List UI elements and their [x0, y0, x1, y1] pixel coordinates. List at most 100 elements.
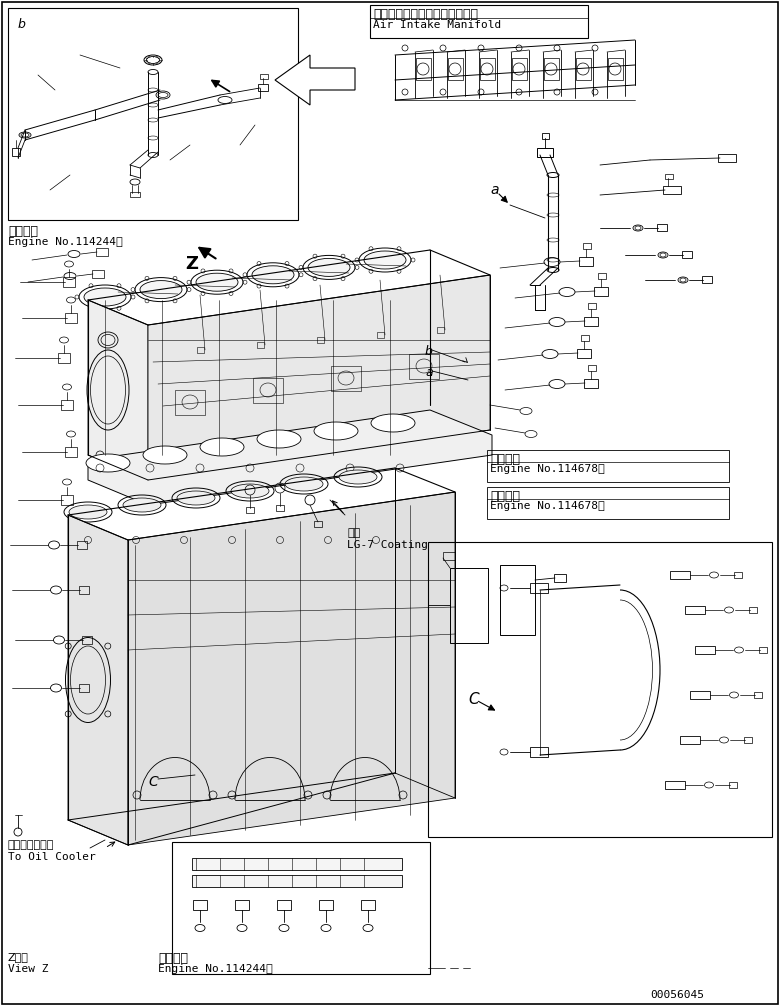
Bar: [487, 450, 729, 482]
Ellipse shape: [371, 414, 415, 432]
Ellipse shape: [177, 491, 215, 505]
Bar: [544, 58, 559, 80]
Bar: [487, 487, 729, 519]
Bar: [377, 332, 384, 338]
Bar: [695, 646, 715, 654]
Ellipse shape: [84, 288, 126, 306]
Bar: [175, 390, 205, 415]
Bar: [319, 900, 333, 910]
Bar: [702, 276, 712, 283]
Bar: [77, 541, 87, 549]
Bar: [192, 875, 402, 887]
Bar: [258, 83, 268, 91]
Bar: [500, 565, 535, 635]
Text: Engine No.114678～: Engine No.114678～: [490, 501, 604, 511]
Bar: [450, 568, 488, 643]
Bar: [512, 58, 527, 80]
Text: Engine No.114244～: Engine No.114244～: [8, 237, 122, 247]
Text: 適用号機: 適用号機: [490, 490, 520, 503]
Bar: [576, 58, 591, 80]
Bar: [314, 521, 322, 527]
Bar: [583, 243, 591, 249]
Bar: [79, 684, 89, 692]
Ellipse shape: [140, 281, 182, 299]
Bar: [65, 313, 77, 323]
Ellipse shape: [86, 454, 130, 472]
Text: C: C: [148, 775, 158, 789]
Bar: [480, 58, 495, 80]
Bar: [260, 74, 268, 79]
Bar: [690, 691, 710, 699]
Text: 適用号機: 適用号機: [490, 453, 520, 466]
Bar: [670, 571, 690, 579]
Bar: [665, 781, 685, 789]
Bar: [437, 327, 444, 333]
Text: Engine No.114678～: Engine No.114678～: [490, 464, 604, 474]
Bar: [584, 379, 598, 388]
Bar: [554, 574, 566, 582]
Bar: [729, 782, 737, 788]
Text: 00056045: 00056045: [650, 990, 704, 1000]
Bar: [317, 337, 324, 343]
Bar: [579, 257, 593, 266]
Bar: [277, 900, 291, 910]
Bar: [588, 303, 596, 309]
Bar: [331, 366, 361, 391]
Bar: [12, 148, 20, 156]
Text: エアーインテークマニホールド: エアーインテークマニホールド: [373, 8, 478, 21]
Ellipse shape: [123, 498, 161, 512]
Bar: [581, 335, 589, 341]
Bar: [594, 287, 608, 296]
Text: 適用号機: 適用号機: [158, 952, 188, 965]
Text: C: C: [468, 692, 479, 707]
Bar: [8, 8, 298, 220]
Ellipse shape: [314, 422, 358, 440]
Text: View Z: View Z: [8, 964, 48, 974]
Bar: [61, 495, 73, 505]
Ellipse shape: [308, 259, 350, 277]
Bar: [584, 317, 598, 326]
Text: b: b: [18, 18, 26, 31]
Bar: [130, 192, 140, 197]
Bar: [588, 365, 596, 371]
Text: a: a: [490, 183, 498, 197]
Polygon shape: [148, 275, 490, 480]
Polygon shape: [275, 55, 355, 105]
Bar: [257, 342, 264, 348]
Bar: [718, 154, 736, 162]
Text: 適用号機: 適用号機: [8, 225, 38, 238]
Bar: [79, 586, 89, 594]
Bar: [65, 447, 77, 457]
Bar: [361, 900, 375, 910]
Bar: [608, 58, 623, 80]
Text: Z　視: Z 視: [8, 952, 29, 962]
Bar: [577, 349, 591, 358]
Bar: [409, 354, 439, 379]
Bar: [63, 277, 75, 287]
Bar: [428, 542, 772, 837]
Bar: [542, 133, 549, 139]
Bar: [246, 507, 254, 513]
Bar: [759, 647, 767, 653]
Bar: [96, 248, 108, 256]
Ellipse shape: [69, 505, 107, 519]
Bar: [530, 747, 548, 757]
Bar: [276, 505, 284, 511]
Bar: [416, 58, 431, 80]
Bar: [82, 636, 92, 644]
Text: To Oil Cooler: To Oil Cooler: [8, 852, 96, 862]
Bar: [443, 552, 455, 560]
Ellipse shape: [196, 274, 238, 291]
Bar: [92, 270, 104, 278]
Bar: [370, 5, 588, 38]
Bar: [680, 736, 700, 744]
Bar: [598, 273, 606, 279]
Text: b: b: [425, 345, 433, 358]
Text: Z: Z: [185, 255, 198, 273]
Bar: [193, 900, 207, 910]
Ellipse shape: [252, 266, 294, 284]
Ellipse shape: [257, 430, 301, 448]
Bar: [537, 148, 553, 157]
Bar: [197, 347, 204, 353]
Text: a: a: [425, 366, 433, 379]
